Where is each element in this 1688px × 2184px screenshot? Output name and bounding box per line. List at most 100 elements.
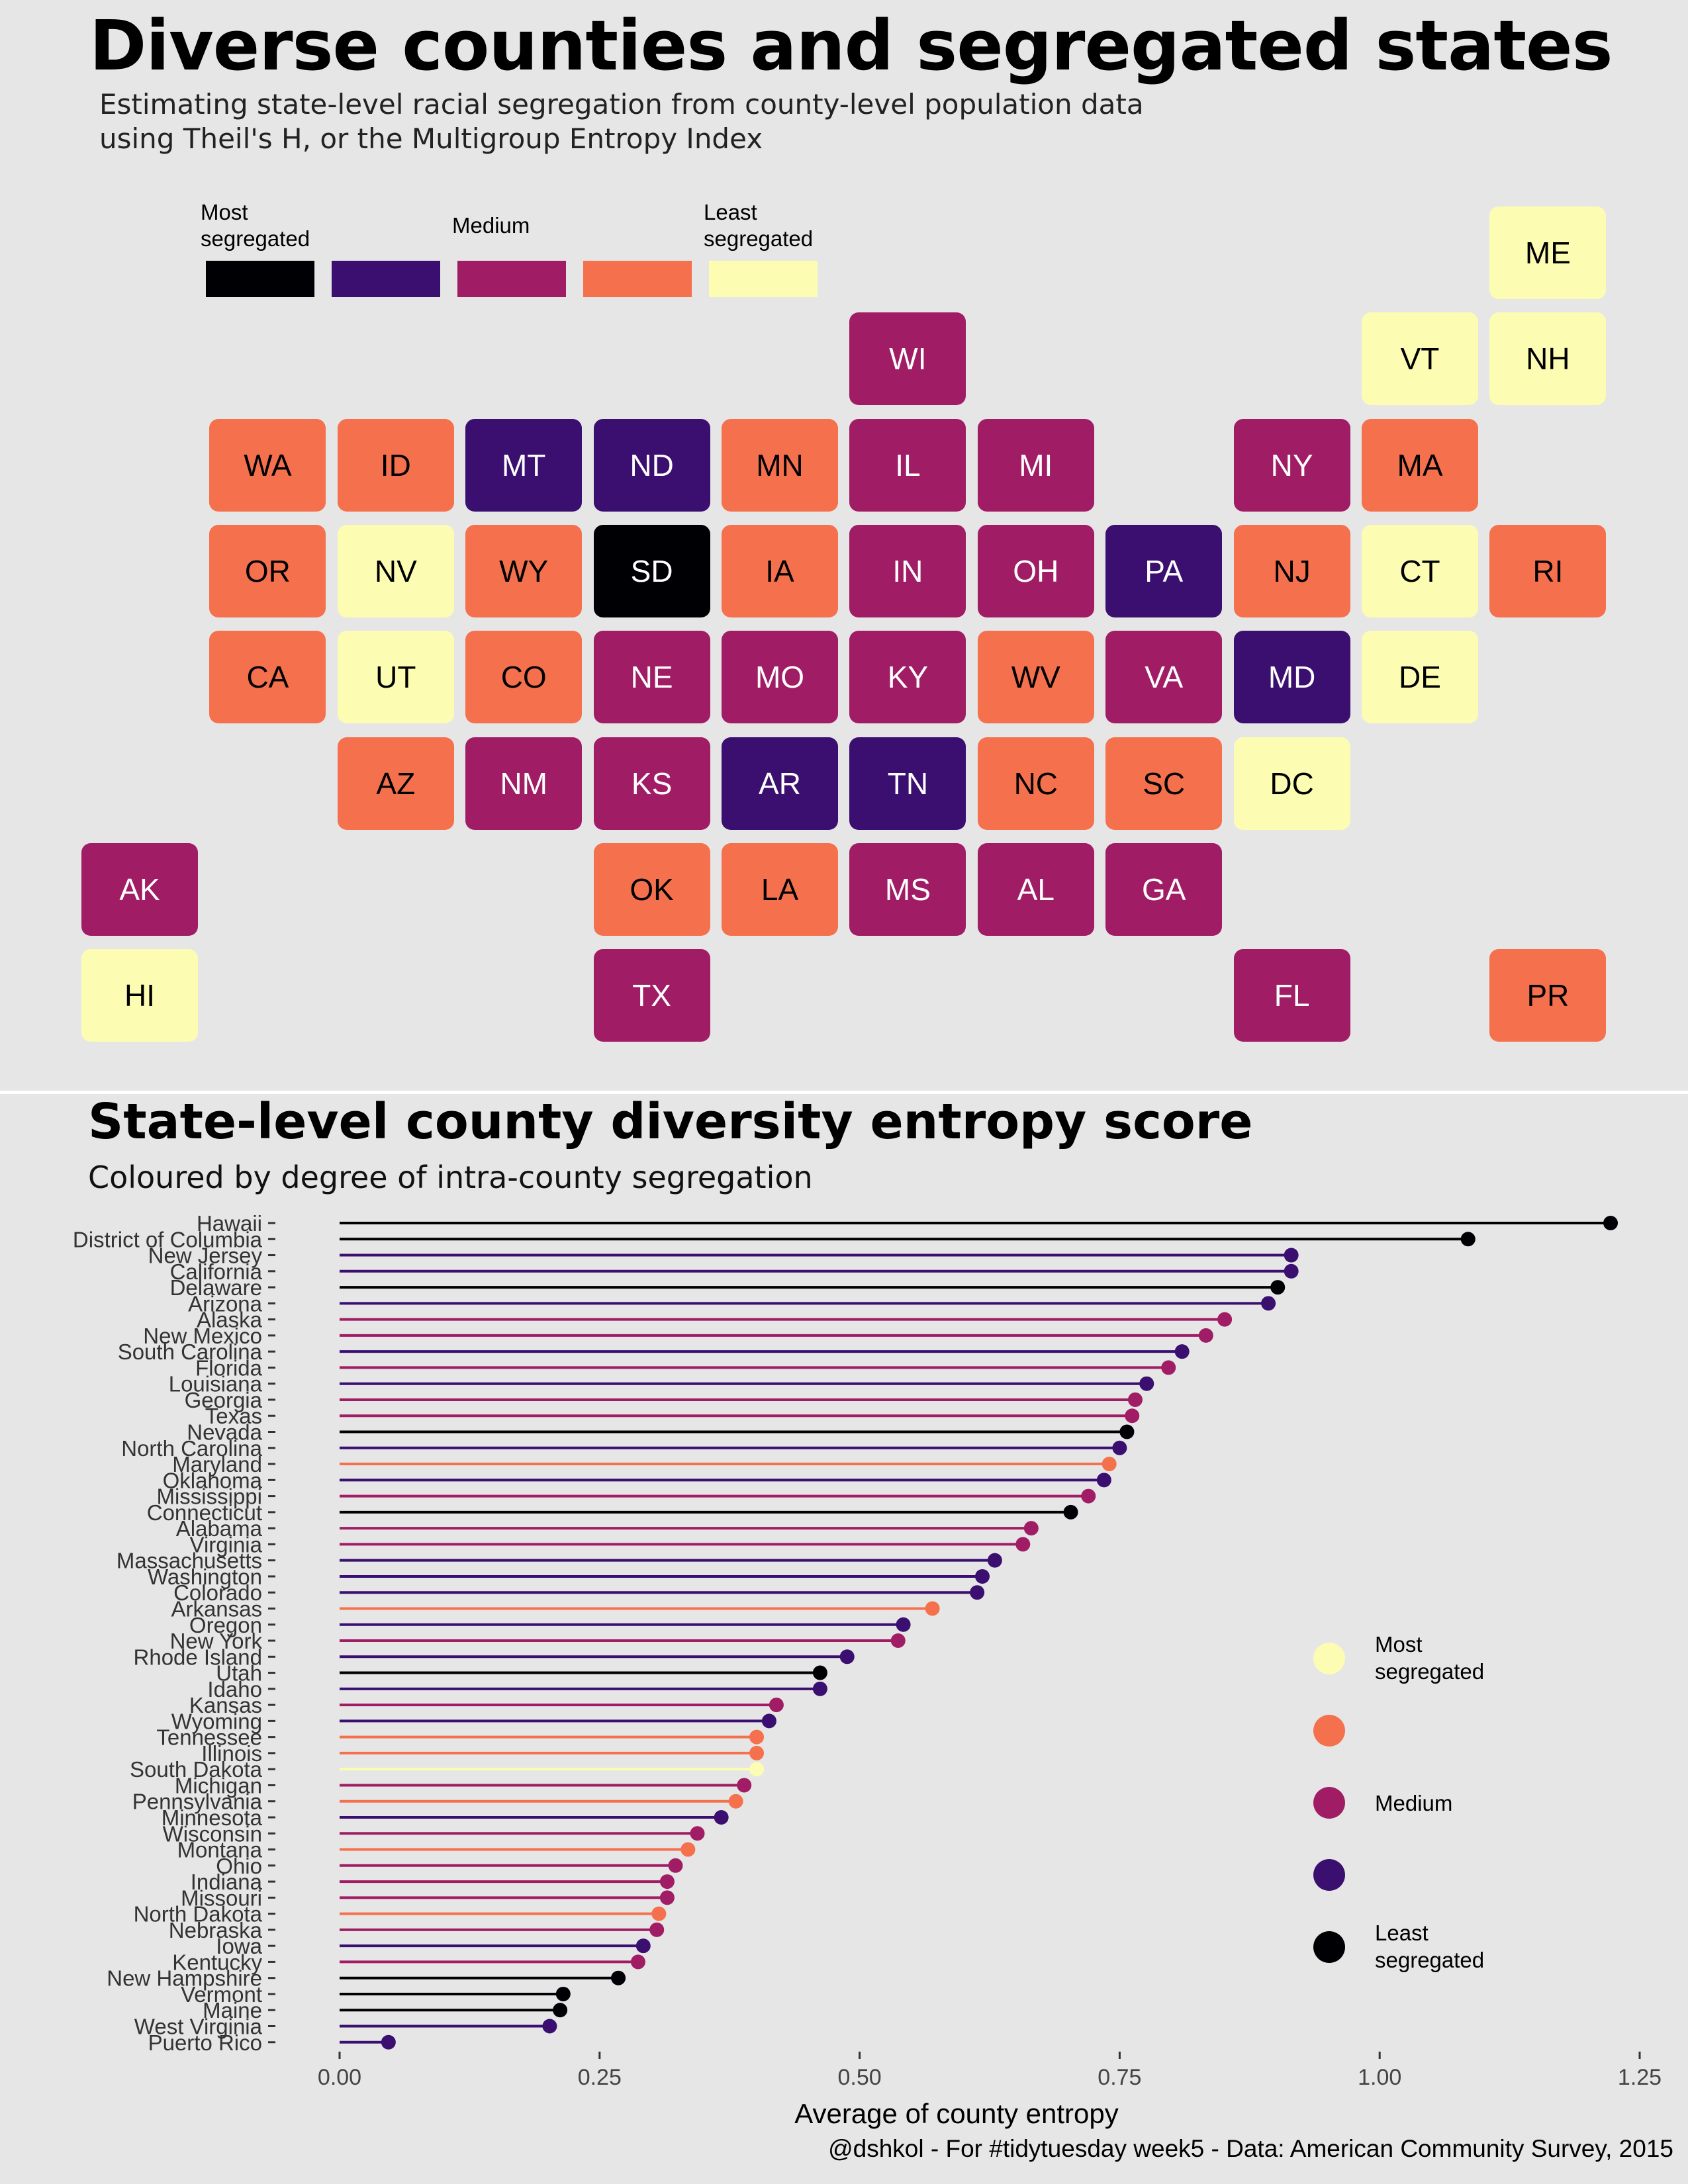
- chart-title: State-level county diversity entropy sco…: [88, 1093, 1253, 1150]
- point-delaware: [1270, 1280, 1286, 1295]
- y-tick-label-delaware: Delaware: [170, 1275, 262, 1300]
- y-tick-label-south-dakota: South Dakota: [130, 1757, 263, 1782]
- point-district-of-columbia: [1460, 1232, 1476, 1247]
- tile-ks: KS: [593, 737, 710, 830]
- tile-oh: OH: [977, 524, 1094, 617]
- y-tick-label-minnesota: Minnesota: [162, 1805, 263, 1830]
- point-michigan: [737, 1778, 752, 1793]
- y-tick-label-massachusetts: Massachusetts: [117, 1549, 262, 1573]
- y-tick-label-georgia: Georgia: [185, 1388, 263, 1412]
- x-axis-label: Average of county entropy: [794, 2098, 1119, 2129]
- y-tick-label-missouri: Missouri: [181, 1886, 262, 1910]
- y-tick-label-california: California: [170, 1259, 263, 1284]
- x-tick-label: 0.25: [578, 2065, 622, 2090]
- main-title: Diverse counties and segregated states: [89, 5, 1613, 86]
- tile-sc: SC: [1105, 737, 1223, 830]
- y-tick-label-michigan: Michigan: [175, 1773, 262, 1797]
- point-alabama: [1023, 1521, 1039, 1536]
- y-tick-label-arizona: Arizona: [188, 1291, 263, 1316]
- point-puerto-rico: [381, 2034, 396, 2050]
- chart-subtitle: Coloured by degree of intra-county segre…: [88, 1160, 813, 1195]
- point-new-york: [890, 1633, 906, 1649]
- y-tick-label-maryland: Maryland: [172, 1452, 262, 1477]
- y-tick-label-nevada: Nevada: [187, 1420, 262, 1445]
- y-tick-label-south-carolina: South Carolina: [118, 1340, 263, 1364]
- tile-md: MD: [1233, 631, 1350, 724]
- y-tick-label-louisiana: Louisiana: [169, 1372, 263, 1396]
- y-tick-label-tennessee: Tennessee: [156, 1725, 262, 1750]
- tile-mt: MT: [465, 418, 583, 512]
- tile-me: ME: [1489, 206, 1607, 299]
- y-tick-label-alabama: Alabama: [176, 1516, 263, 1541]
- point-north-carolina: [1112, 1440, 1127, 1455]
- y-tick-label-kansas: Kansas: [189, 1693, 262, 1717]
- tile-il: IL: [849, 418, 966, 512]
- point-maryland: [1102, 1457, 1117, 1472]
- tile-ga: GA: [1105, 842, 1223, 936]
- point-oklahoma: [1096, 1473, 1111, 1488]
- chart-legend-key-orange: [1313, 1715, 1345, 1747]
- y-tick-label-virginia: Virginia: [190, 1532, 263, 1557]
- y-tick-label-montana: Montana: [177, 1838, 263, 1862]
- point-oregon: [896, 1617, 911, 1632]
- tile-tx: TX: [593, 949, 710, 1042]
- tile-ri: RI: [1489, 524, 1607, 617]
- chart-legend-key-least: [1313, 1643, 1345, 1674]
- y-tick-label-new-york: New York: [170, 1629, 263, 1653]
- tile-in: IN: [849, 524, 966, 617]
- map-legend-label-least: Least segregated: [704, 199, 813, 252]
- tile-ny: NY: [1233, 418, 1350, 512]
- tile-wy: WY: [465, 524, 583, 617]
- chart-legend-label-most: Least: [1375, 1921, 1429, 1945]
- tile-mn: MN: [722, 418, 838, 512]
- tile-pa: PA: [1105, 524, 1223, 617]
- tile-co: CO: [465, 631, 583, 724]
- point-south-carolina: [1174, 1344, 1190, 1359]
- main-subtitle: Estimating state-level racial segregatio…: [99, 87, 1144, 156]
- point-colorado: [970, 1585, 985, 1600]
- tile-ak: AK: [81, 842, 198, 936]
- point-idaho: [812, 1681, 827, 1696]
- tile-ar: AR: [722, 737, 838, 830]
- y-tick-label-oregon: Oregon: [189, 1613, 262, 1637]
- y-tick-label-north-dakota: North Dakota: [134, 1902, 263, 1927]
- point-new-jersey: [1284, 1248, 1299, 1263]
- y-tick-label-florida: Florida: [195, 1355, 263, 1380]
- tile-wi: WI: [849, 312, 966, 406]
- point-north-dakota: [651, 1906, 667, 1921]
- y-tick-label-indiana: Indiana: [191, 1870, 263, 1894]
- y-tick-label-puerto-rico: Puerto Rico: [148, 2030, 262, 2055]
- y-tick-label-mississippi: Mississippi: [156, 1484, 262, 1509]
- tile-nc: NC: [977, 737, 1094, 830]
- x-tick-label: 1.25: [1618, 2065, 1662, 2090]
- point-connecticut: [1063, 1504, 1078, 1520]
- y-tick-label-west-virginia: West Virginia: [134, 2015, 263, 2039]
- y-tick-label-ohio: Ohio: [216, 1854, 262, 1878]
- point-iowa: [635, 1938, 651, 1954]
- chart-legend-key-medium: [1313, 1787, 1345, 1819]
- y-tick-label-wyoming: Wyoming: [171, 1709, 262, 1733]
- y-tick-label-new-hampshire: New Hampshire: [107, 1966, 262, 1991]
- y-tick-label-utah: Utah: [216, 1661, 262, 1686]
- y-tick-label-district-of-columbia: District of Columbia: [73, 1227, 263, 1251]
- point-indiana: [659, 1874, 675, 1889]
- y-tick-label-illinois: Illinois: [201, 1741, 262, 1766]
- tile-ut: UT: [337, 631, 454, 724]
- tile-ms: MS: [849, 842, 966, 936]
- tile-la: LA: [722, 842, 838, 936]
- point-maine: [553, 2003, 568, 2018]
- map-legend-label-line: Least: [704, 200, 757, 224]
- point-west-virginia: [542, 2019, 557, 2034]
- tile-hi: HI: [81, 949, 198, 1042]
- tile-fl: FL: [1233, 949, 1350, 1042]
- tile-pr: PR: [1489, 949, 1607, 1042]
- tile-de: DE: [1362, 631, 1478, 724]
- chart-legend-label-medium: Medium: [1375, 1791, 1452, 1815]
- caption: @dshkol - For #tidytuesday week5 - Data:…: [828, 2135, 1673, 2162]
- tile-nj: NJ: [1233, 524, 1350, 617]
- tile-ma: MA: [1362, 418, 1478, 512]
- tile-az: AZ: [337, 737, 454, 830]
- tile-sd: SD: [593, 524, 710, 617]
- tile-tn: TN: [849, 737, 966, 830]
